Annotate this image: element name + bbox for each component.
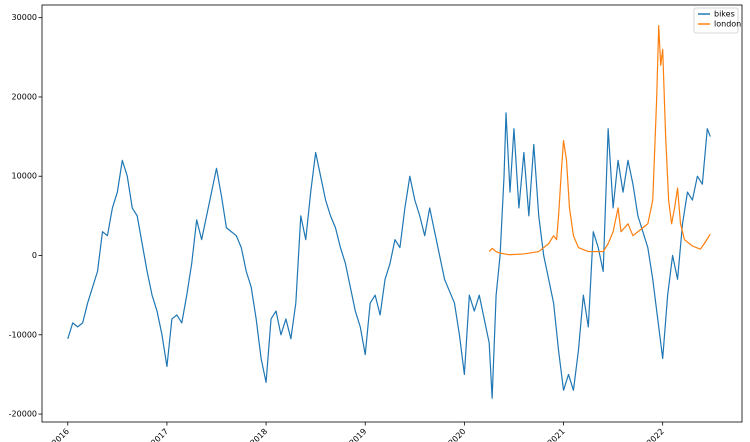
y-tick-label: -20000 [9, 410, 37, 419]
y-tick-label: 10000 [12, 172, 37, 181]
y-tick-label: 0 [32, 251, 37, 260]
line-series [67, 112, 711, 399]
line-series [488, 25, 711, 256]
x-tick-label: 2022 [645, 427, 666, 442]
x-tick-label: 2020 [447, 427, 468, 442]
x-tick-label: 2019 [348, 427, 369, 442]
plot-frame [41, 4, 743, 423]
y-tick-label: -10000 [9, 330, 37, 339]
x-tick-label: 2018 [249, 427, 270, 442]
legend-label: london [714, 20, 741, 29]
x-tick-label: 2021 [546, 427, 567, 442]
y-tick-label: 20000 [12, 92, 37, 101]
x-tick-label: 2016 [50, 427, 71, 442]
legend-label: bikes [714, 10, 735, 19]
x-tick-label: 2017 [149, 427, 170, 442]
y-tick-label: 30000 [12, 13, 37, 22]
